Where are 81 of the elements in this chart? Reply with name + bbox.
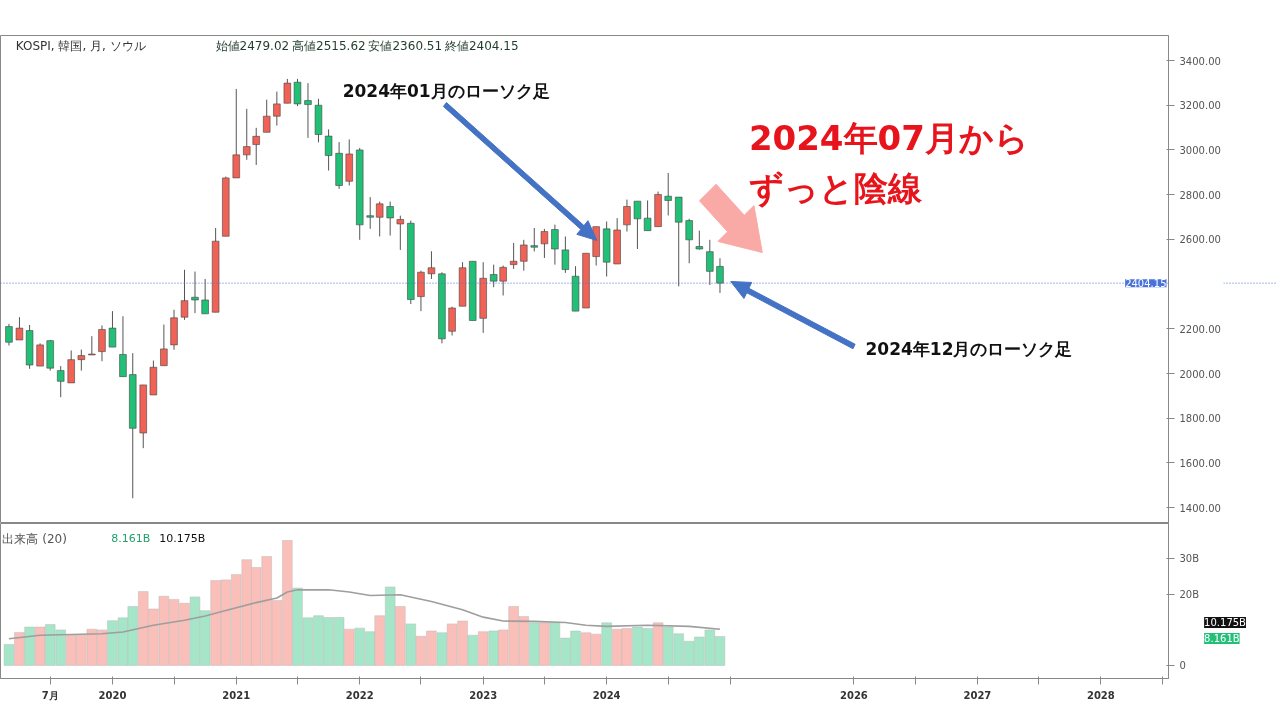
annotation: ずっと陰線: [748, 167, 923, 208]
text: 8.161B: [1204, 633, 1240, 644]
candlestick: [520, 239, 528, 272]
candlestick: [716, 257, 724, 294]
annotation: 終値2404.15: [443, 38, 519, 53]
candlestick: [664, 172, 672, 216]
annotation: 2024年07月から: [748, 117, 1029, 158]
candlestick: [366, 196, 374, 230]
x-tick-label: 2024: [592, 689, 621, 701]
x-tick-label: 2022: [345, 689, 374, 701]
y-tick-label: 3000.00: [1179, 144, 1221, 156]
candlestick: [561, 235, 570, 274]
candlestick: [623, 199, 631, 233]
candlestick: [706, 239, 714, 286]
y-tick-label: 2600.00: [1179, 234, 1221, 246]
candlestick: [191, 271, 199, 314]
y-tick-label: 3400.00: [1179, 55, 1221, 67]
annotation: 10.175B: [159, 532, 206, 545]
annotation: 8.161B: [111, 532, 151, 545]
candlestick: [273, 91, 281, 127]
candlestick: [695, 230, 704, 251]
x-tick-label: 2028: [1086, 689, 1115, 701]
candlestick: [119, 315, 127, 378]
annotation: 高値2515.62: [292, 38, 366, 53]
candlestick: [263, 99, 271, 133]
line-series: [8, 589, 721, 640]
candlestick: [252, 127, 260, 166]
y-tick-label: 30B: [1179, 553, 1200, 565]
candlestick: [36, 342, 44, 367]
annotation: 2024年12月のローソク足: [865, 338, 1073, 359]
y-tick-label: 3200.00: [1179, 100, 1221, 112]
candlestick: [386, 201, 394, 237]
y-tick-label: 20B: [1179, 588, 1200, 600]
candlestick: [633, 200, 642, 250]
candlestick: [180, 269, 189, 321]
candlestick: [98, 324, 106, 362]
annotation: 始値2479.02: [215, 38, 290, 53]
y-tick-label: 1400.00: [1179, 502, 1221, 514]
y-tick-label: 2000.00: [1179, 368, 1221, 380]
candlestick: [509, 242, 518, 270]
annotation: KOSPI, 韓国, 月, ソウル: [15, 38, 146, 53]
candlestick: [232, 88, 240, 179]
x-tick-label: 2026: [840, 689, 868, 701]
candlestick: [243, 108, 251, 161]
annotation: 安値2360.51: [368, 38, 443, 53]
candlestick: [283, 78, 292, 104]
candlestick: [540, 228, 549, 259]
y-tick-label: 0: [1179, 659, 1186, 671]
candlestick: [108, 310, 117, 348]
candlestick: [685, 218, 693, 264]
annotation: 2024年01月のローソク足: [342, 80, 550, 101]
candlestick: [160, 324, 168, 367]
candlestick: [396, 215, 404, 251]
candlestick: [88, 335, 96, 356]
candlestick: [643, 199, 652, 232]
y-tick-label: 2800.00: [1179, 189, 1221, 201]
x-tick-label: 7月: [41, 689, 59, 701]
x-tick-label: 2020: [98, 689, 127, 701]
candlestick: [15, 316, 24, 341]
y-tick-label: 1600.00: [1179, 457, 1221, 469]
x-tick-label: 2027: [963, 689, 992, 701]
candlestick: [5, 323, 13, 347]
candlestick: [77, 349, 86, 372]
candlestick: [67, 349, 75, 384]
candlestick: [304, 82, 312, 139]
y-tick-label: 2200.00: [1179, 323, 1221, 335]
candlestick: [376, 201, 384, 237]
x-tick-label: 2021: [222, 689, 251, 701]
candlestick: [448, 306, 456, 336]
y-tick-label: 1800.00: [1179, 413, 1221, 425]
candlestick: [530, 227, 538, 252]
candlestick: [324, 128, 333, 172]
candlestick: [293, 78, 302, 107]
x-tick-label: 2023: [469, 689, 498, 701]
annotation: 出来高 (20): [2, 531, 67, 546]
ref-line-label: 2404.15: [1125, 278, 1167, 290]
candlestick: [201, 278, 209, 315]
candlestick: [427, 250, 436, 280]
candlestick: [551, 224, 559, 266]
candlestick: [57, 365, 65, 398]
text: 10.175B: [1204, 617, 1247, 628]
